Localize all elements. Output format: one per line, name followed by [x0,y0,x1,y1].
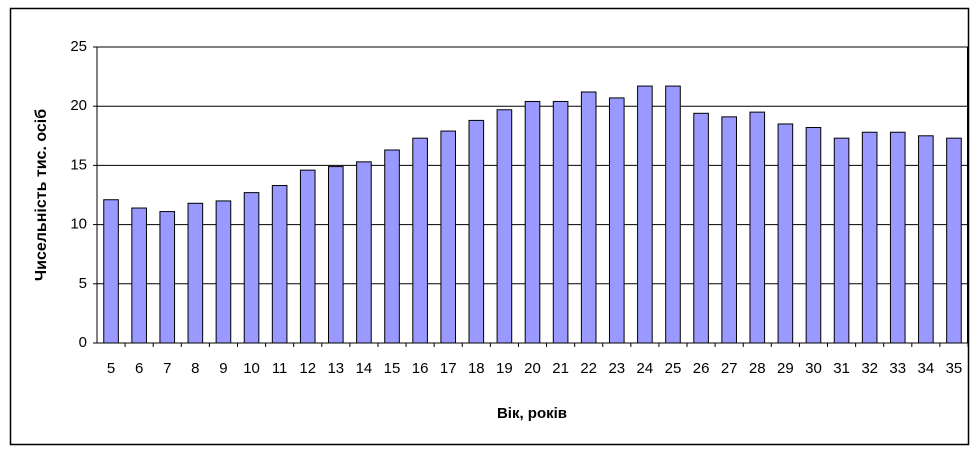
x-tick-label: 18 [468,360,485,377]
bar [608,97,625,344]
y-tick-label: 15 [70,156,87,173]
chart-frame [9,7,970,446]
y-tick-label: 20 [70,97,87,114]
x-tick-label: 16 [412,360,429,377]
bar [524,100,541,344]
bar [833,137,850,344]
bar [159,211,176,344]
x-tick-label: 15 [384,360,401,377]
x-tick-label: 11 [272,360,288,377]
bar [721,116,737,344]
bar [243,192,260,344]
x-tick-label: 25 [665,360,682,377]
x-tick-label: 22 [580,360,597,377]
x-tick-label: 17 [440,360,457,377]
x-tick-label: 28 [749,360,766,377]
x-tick-label: 13 [327,360,344,377]
x-tick-label: 30 [805,360,822,377]
bar [665,85,681,344]
x-tick-label: 7 [163,360,171,377]
y-tick-label: 0 [79,334,87,351]
x-tick-label: 34 [918,360,935,377]
x-tick-label: 32 [861,360,878,377]
x-tick-label: 12 [299,360,316,377]
x-tick-label: 31 [833,360,850,377]
bar [103,199,119,344]
bar [468,119,485,344]
x-tick-label: 23 [608,360,625,377]
bar [496,109,513,344]
x-tick-label: 9 [219,360,227,377]
x-tick-label: 6 [135,360,143,377]
x-tick-label: 19 [496,360,513,377]
x-tick-label: 10 [243,360,260,377]
bar [693,112,709,344]
bar [271,185,288,344]
bar [946,137,962,344]
bar [918,135,934,344]
x-tick-label: 21 [552,360,569,377]
x-tick-label: 14 [356,360,373,377]
bar [889,131,906,344]
bar [328,166,344,344]
x-tick-label: 5 [107,360,115,377]
y-tick-label: 5 [79,275,87,292]
bar [412,137,428,344]
bar [552,100,569,344]
bar [637,85,653,344]
bar [187,202,204,344]
x-tick-label: 20 [524,360,541,377]
x-tick-label: 8 [191,360,199,377]
y-tick-label: 25 [70,38,87,55]
bar [131,207,147,344]
bar [777,123,794,344]
x-tick-label: 27 [721,360,738,377]
bar [215,200,232,344]
bar [580,91,597,344]
bar [299,169,316,344]
y-axis-label: Чисельність тис. осіб [33,109,50,281]
bar [749,111,766,344]
bar [384,149,400,344]
x-tick-label: 33 [889,360,906,377]
bar [861,131,878,344]
x-tick-label: 35 [946,360,963,377]
x-tick-label: 24 [637,360,654,377]
bar [805,127,822,344]
y-tick-label: 10 [70,216,87,233]
x-axis-label: Вік, років [497,405,567,422]
bar [440,130,457,344]
bar [356,161,372,344]
x-tick-label: 26 [693,360,710,377]
x-tick-label: 29 [777,360,794,377]
